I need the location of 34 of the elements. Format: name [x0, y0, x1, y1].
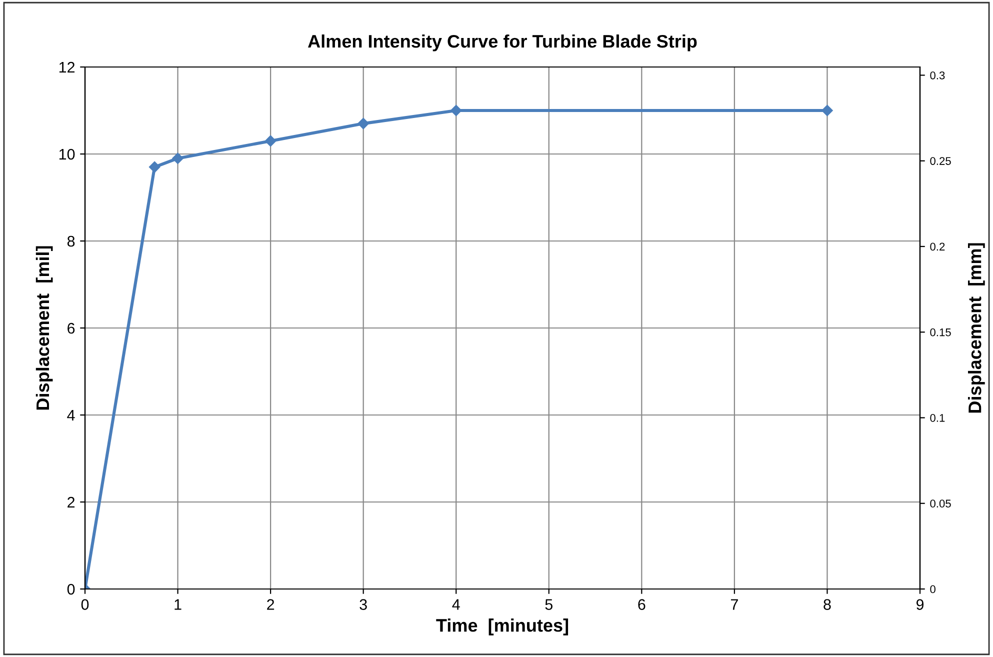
- x-tick-label: 5: [545, 599, 552, 610]
- point: [358, 118, 369, 130]
- x-tick-label: 0: [81, 599, 89, 610]
- y-tick-label: 8: [67, 236, 75, 247]
- x-tick-label: 8: [824, 599, 831, 610]
- y-tick-label: 4: [67, 410, 75, 421]
- y-tick-label: 10: [59, 148, 75, 160]
- point: [172, 152, 184, 164]
- x-axis-title: Time [minutes]: [436, 618, 568, 636]
- y-tick-label: 12: [59, 62, 75, 73]
- y-tick-label: 0: [67, 584, 75, 595]
- x-tick-label: 9: [916, 599, 924, 610]
- y2-tick-label: 0: [930, 585, 936, 594]
- y-axis-title: Displacement [mil]: [36, 246, 53, 410]
- y2-tick-label: 0.1: [930, 414, 945, 422]
- y2-tick-label: 0.05: [930, 500, 951, 508]
- y2-tick-label: 0.25: [930, 157, 951, 165]
- y2-axis-title: Displacement [mm]: [968, 243, 985, 413]
- y2-tick-label: 0.2: [930, 242, 945, 251]
- y-tick-label: 2: [68, 496, 75, 508]
- x-tick-label: 6: [638, 599, 646, 610]
- chart-title: Almen Intensity Curve for Turbine Blade Strip: [308, 34, 697, 52]
- y2-tick-label: 0.15: [930, 328, 951, 336]
- x-tick-label: 7: [730, 599, 738, 610]
- point: [822, 104, 833, 116]
- point: [148, 161, 160, 173]
- point: [264, 135, 276, 147]
- y-tick-label: 6: [68, 322, 75, 334]
- x-tick-label: 1: [174, 599, 182, 610]
- point: [450, 104, 462, 116]
- x-tick-label: 3: [360, 599, 367, 610]
- x-tick-label: 4: [452, 599, 460, 610]
- x-tick-label: 2: [267, 599, 274, 610]
- y2-tick-label: 0.3: [930, 71, 945, 80]
